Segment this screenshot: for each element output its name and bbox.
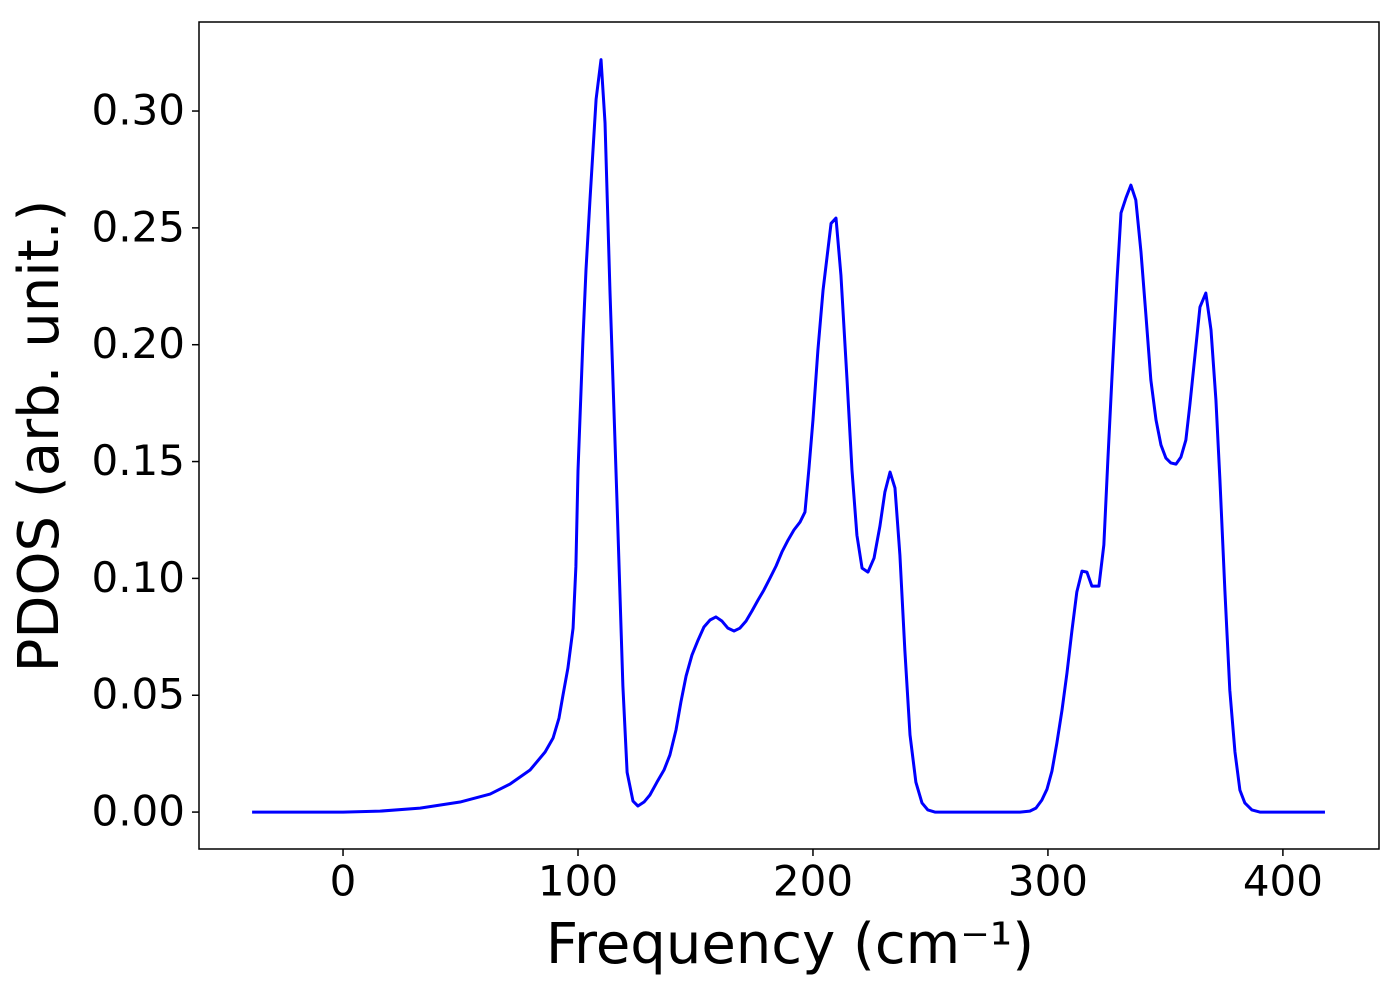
plot-frame: [198, 21, 1380, 850]
x-tick-label: 200: [773, 857, 853, 906]
y-axis-label: PDOS (arb. unit.): [7, 200, 72, 673]
y-tick-label: 0.05: [91, 670, 185, 719]
data-line: [252, 58, 1325, 814]
y-tick-label: 0.20: [91, 319, 185, 368]
x-tick-label: 300: [1008, 857, 1088, 906]
y-tick-label: 0.00: [91, 787, 185, 836]
y-tick-label: 0.25: [91, 202, 185, 251]
x-axis-label: Frequency (cm⁻¹): [546, 912, 1034, 977]
x-tick-label: 100: [538, 857, 618, 906]
y-tick-label: 0.15: [91, 436, 185, 485]
y-tick-label: 0.30: [91, 86, 185, 135]
x-tick-label: 400: [1243, 857, 1323, 906]
x-tick-label: 0: [330, 857, 357, 906]
y-tick-label: 0.10: [91, 553, 185, 602]
